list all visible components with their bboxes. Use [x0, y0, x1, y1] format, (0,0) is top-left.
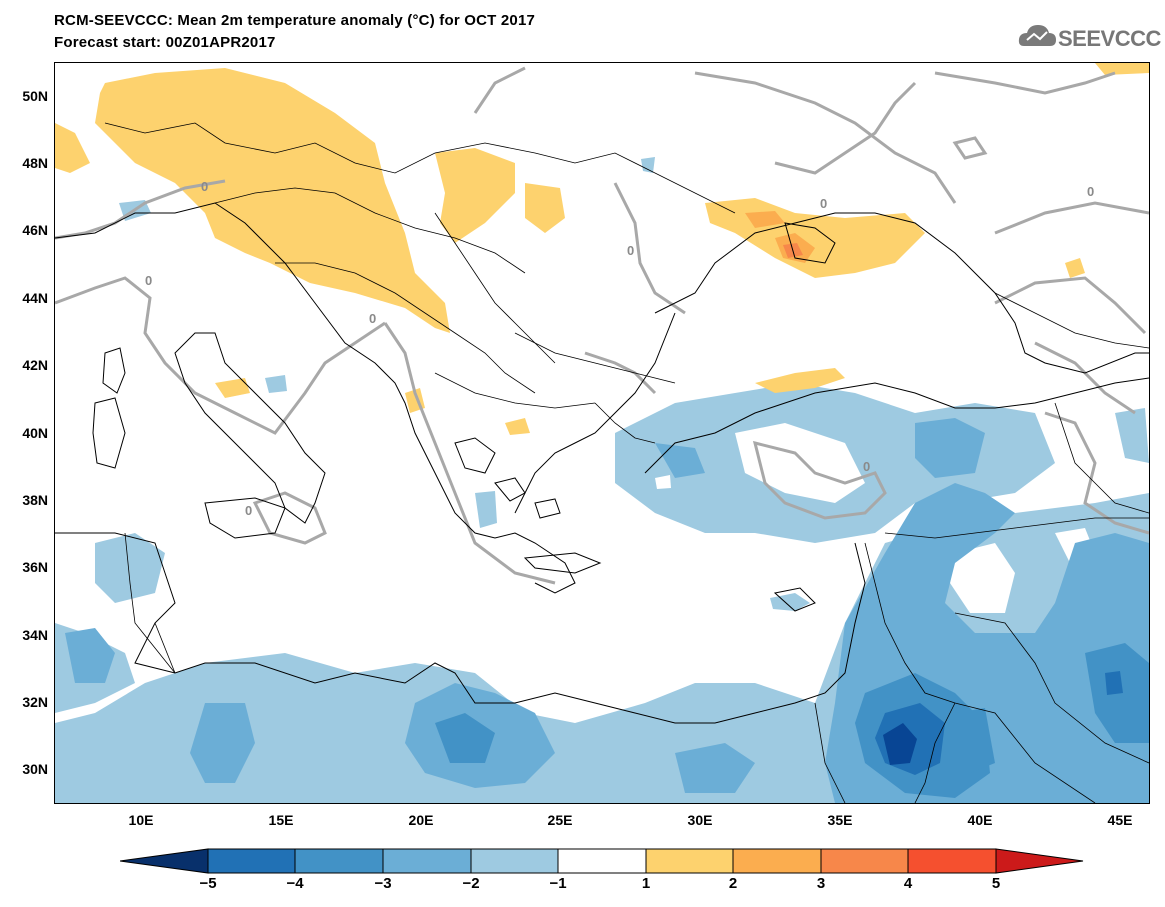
colorbar-label: −1: [549, 875, 567, 892]
lat-label: 46N: [22, 222, 48, 238]
country-borders: [104, 122, 1149, 803]
contour-label: 0: [201, 179, 208, 194]
lat-label: 48N: [22, 155, 48, 171]
colorbar-arrow-min: [119, 848, 209, 874]
map-title: RCM-SEEVCCC: Mean 2m temperature anomaly…: [54, 12, 536, 29]
zero-contours: [55, 66, 1149, 585]
colorbar-label: 5: [991, 875, 1001, 892]
lon-label: 10E: [128, 812, 154, 828]
colorbar-graphic: [119, 848, 1084, 874]
logo-text: SEEVCCC: [1058, 26, 1161, 51]
contour-label: 0: [145, 273, 152, 288]
lon-label: 15E: [268, 812, 294, 828]
colorbar-label: 3: [816, 875, 826, 892]
lat-label: 32N: [22, 694, 48, 710]
cloud-icon: [1018, 25, 1056, 46]
coastlines: [55, 202, 1149, 724]
colorbar-segment: [557, 848, 647, 874]
map-subtitle: Forecast start: 00Z01APR2017: [54, 34, 276, 51]
contour-label: 0: [1087, 184, 1094, 199]
colorbar-label: 2: [728, 875, 738, 892]
lon-label: 20E: [408, 812, 434, 828]
lat-label: 34N: [22, 627, 48, 643]
colorbar-segment: [207, 848, 296, 874]
contour-label: 0: [627, 243, 634, 258]
anomaly-map: 0 0 0 0 0 0 0 0: [54, 62, 1150, 804]
lat-label: 50N: [22, 88, 48, 104]
colorbar-label: −5: [199, 875, 217, 892]
colorbar-segment: [732, 848, 822, 874]
lat-label: 40N: [22, 425, 48, 441]
contour-label: 0: [245, 503, 252, 518]
colorbar-arrow-max: [995, 848, 1084, 874]
colorbar-segment: [907, 848, 997, 874]
colorbar-label: −3: [374, 875, 392, 892]
lat-label: 36N: [22, 559, 48, 575]
contour-label: 0: [820, 196, 827, 211]
contour-labels: 0 0 0 0 0 0 0 0: [145, 179, 1094, 518]
lon-label: 45E: [1107, 812, 1133, 828]
colorbar-segment: [645, 848, 734, 874]
lat-label: 44N: [22, 290, 48, 306]
colorbar-label: 1: [641, 875, 651, 892]
lon-label: 25E: [547, 812, 573, 828]
contour-label: 0: [369, 311, 376, 326]
colorbar-label: −4: [286, 875, 304, 892]
colorbar-segment: [470, 848, 559, 874]
lat-label: 30N: [22, 761, 48, 777]
lon-label: 30E: [687, 812, 713, 828]
colorbar-segment: [294, 848, 384, 874]
cool-anomaly-extreme: [883, 723, 917, 765]
lat-label: 38N: [22, 492, 48, 508]
lon-label: 40E: [967, 812, 993, 828]
colorbar-label: −2: [462, 875, 480, 892]
colorbar-segment: [820, 848, 909, 874]
contour-label: 0: [863, 459, 870, 474]
seevccc-logo: SEEVCCC: [1018, 20, 1161, 56]
colorbar-label: 4: [903, 875, 913, 892]
colorbar: [119, 848, 1084, 874]
anomaly-map-canvas: 0 0 0 0 0 0 0 0: [55, 63, 1149, 803]
lon-label: 35E: [827, 812, 853, 828]
lat-label: 42N: [22, 357, 48, 373]
colorbar-segment: [382, 848, 472, 874]
warm-anomaly-fill: [55, 63, 1149, 435]
